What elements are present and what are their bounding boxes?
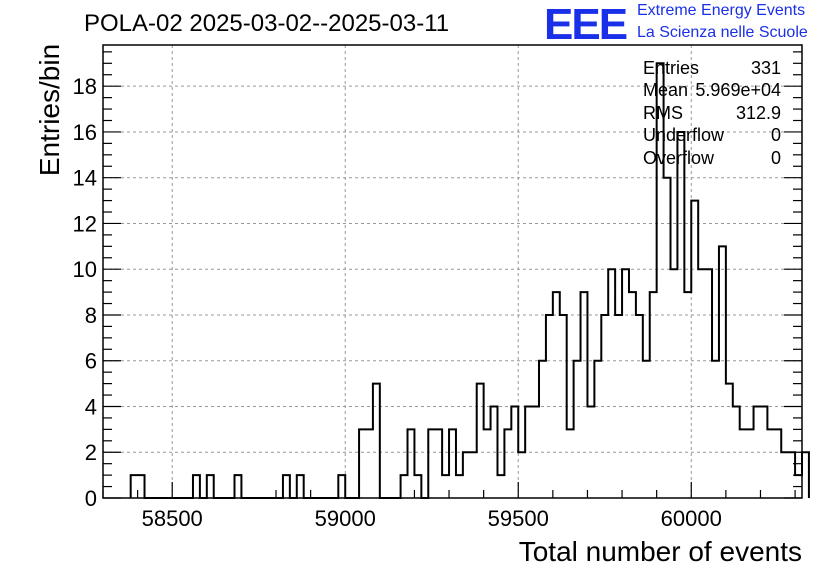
- y-tick-label: 10: [73, 257, 97, 282]
- stats-row-overflow: Overflow 0: [643, 148, 781, 170]
- y-tick-label: 8: [85, 303, 97, 328]
- y-tick-label: 16: [73, 120, 97, 145]
- y-tick-label: 12: [73, 211, 97, 236]
- x-tick-label: 59000: [315, 506, 376, 531]
- y-tick-label: 2: [85, 440, 97, 465]
- stats-row-mean: Mean 5.969e+04: [643, 80, 781, 102]
- tick-labels: 58500 59000 59500 60000 0 2 4 6 8 10 12 14 16 18: [73, 74, 722, 531]
- x-axis-label: Total number of events: [518, 536, 802, 567]
- stats-overflow-label: Overflow: [643, 147, 715, 168]
- x-tick-label: 58500: [142, 506, 203, 531]
- stats-rms-value: 312.9: [735, 102, 781, 123]
- y-tick-label: 0: [85, 486, 97, 511]
- stats-row-entries: Entries 331: [643, 58, 781, 80]
- stats-row-rms: RMS 312.9: [643, 103, 781, 125]
- stats-overflow-value: 0: [770, 147, 781, 168]
- axis-ticks: [102, 51, 802, 499]
- stats-rms-label: RMS: [643, 102, 683, 123]
- grid-lines: [103, 45, 802, 498]
- y-tick-label: 4: [85, 394, 97, 419]
- y-axis-label: Entries/bin: [34, 43, 65, 177]
- plot-frame: [102, 44, 803, 499]
- stats-entries-label: Entries: [643, 58, 700, 78]
- x-tick-label: 60000: [661, 506, 722, 531]
- x-tick-label: 59500: [488, 506, 549, 531]
- stats-mean-value: 5.969e+04: [695, 80, 781, 101]
- stats-entries-value: 331: [750, 58, 781, 78]
- stats-underflow-value: 0: [770, 125, 781, 146]
- logo-line1: Extreme Energy Events: [637, 2, 806, 19]
- logo-line2: La Scienza nelle Scuole: [637, 24, 808, 41]
- stats-box: Entries 331 Mean 5.969e+04 RMS 312.9 Und…: [643, 58, 781, 170]
- chart-title: POLA-02 2025-03-02--2025-03-11: [84, 10, 450, 37]
- eee-logo: EEE: [544, 0, 628, 49]
- y-tick-label: 14: [73, 166, 97, 191]
- stats-row-underflow: Underflow 0: [643, 125, 781, 147]
- y-tick-label: 6: [85, 349, 97, 374]
- y-tick-label: 18: [73, 74, 97, 99]
- stats-underflow-label: Underflow: [643, 125, 725, 146]
- stats-mean-label: Mean: [643, 80, 689, 101]
